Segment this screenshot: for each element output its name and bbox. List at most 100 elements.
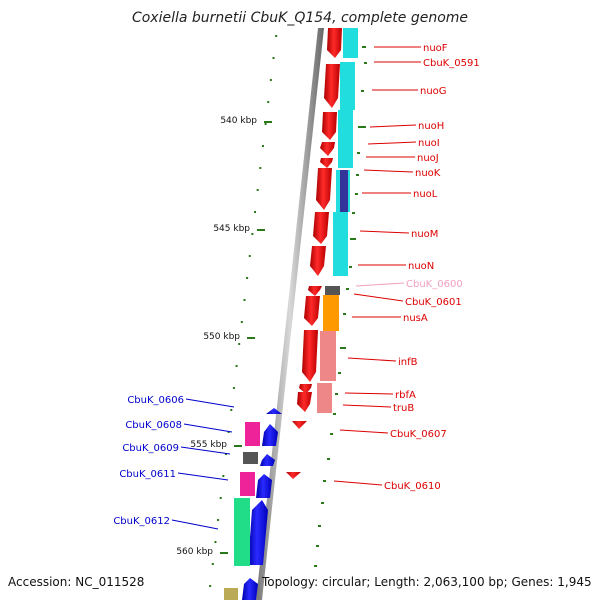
forward-gene-label[interactable]: nuoN [408, 261, 434, 272]
gc-tick [343, 313, 346, 315]
leader-line [344, 392, 394, 395]
ruler-minor-tick [240, 321, 243, 323]
ruler-minor-tick [261, 145, 264, 147]
ruler-minor-tick [209, 585, 212, 587]
ruler-minor-tick [230, 409, 233, 411]
forward-gene-label[interactable]: truB [393, 403, 414, 414]
forward-gene-labels: nuoF CbuK_0591 nuoG nuoH nuoI nuoJ nuoK nuoL nuo… [333, 43, 480, 492]
leader-line [353, 293, 404, 302]
gc-tick [364, 62, 367, 64]
ruler-minor-tick [214, 541, 217, 543]
ruler-minor-tick [232, 387, 235, 389]
forward-gene-label[interactable]: nusA [403, 313, 428, 324]
forward-gene-label[interactable]: CbuK_0591 [423, 58, 480, 69]
forward-gene-label[interactable]: nuoF [423, 43, 448, 54]
leader-line [180, 446, 231, 455]
ruler-minor-tick [243, 299, 246, 301]
gc-ticks [314, 46, 367, 567]
gc-tick [352, 212, 355, 214]
gc-tick [349, 266, 352, 268]
cog-track-forward [317, 28, 358, 413]
gc-tick [356, 174, 359, 176]
forward-gene-label[interactable]: CbuK_0600 [406, 279, 463, 290]
leader-line [177, 472, 229, 481]
leader-line [183, 423, 233, 433]
gc-tick [314, 565, 317, 567]
cog-track-reverse [224, 422, 260, 600]
ruler-minor-tick [248, 255, 251, 257]
genome-summary: Topology: circular; Length: 2,063,100 bp… [262, 575, 592, 589]
reverse-gene-label[interactable]: CbuK_0609 [122, 443, 179, 454]
forward-gene-label[interactable]: CbuK_0610 [384, 481, 441, 492]
forward-gene-label[interactable]: nuoM [411, 229, 438, 240]
forward-gene-label[interactable]: nuoI [418, 138, 440, 149]
gc-tick [333, 413, 336, 415]
forward-gene-arrows [286, 28, 342, 479]
reverse-gene-label[interactable]: CbuK_0611 [119, 469, 176, 480]
ruler-minor-tick [264, 123, 267, 125]
ruler-minor-tick [219, 497, 222, 499]
ruler-label: 540 kbp [220, 116, 257, 126]
gc-tick [335, 393, 338, 395]
ruler-minor-tick [211, 563, 214, 565]
forward-gene-label[interactable]: CbuK_0607 [390, 429, 447, 440]
forward-gene-label[interactable]: nuoJ [417, 153, 439, 164]
backbone-track [256, 28, 324, 600]
ruler-label: 560 kbp [176, 547, 213, 557]
ruler-minor-tick [269, 79, 272, 81]
reverse-gene-arrows [242, 408, 282, 600]
reverse-gene-label[interactable]: CbuK_0608 [125, 420, 182, 431]
ruler-minor-tick [256, 189, 259, 191]
gc-tick [340, 347, 346, 349]
gc-tick [361, 90, 364, 92]
ruler-minor-tick [238, 343, 241, 345]
forward-gene-label[interactable]: nuoG [420, 86, 447, 97]
ruler-minor-tick [272, 57, 275, 59]
gc-tick [330, 433, 333, 435]
ruler-minor-tick [225, 453, 227, 455]
ruler-minor-tick [235, 365, 238, 367]
accession: Accession: NC_011528 [8, 575, 145, 589]
leader-line [355, 282, 405, 287]
gc-tick [316, 545, 319, 547]
forward-gene-label[interactable]: nuoH [418, 121, 444, 132]
reverse-gene-label[interactable]: CbuK_0606 [127, 395, 184, 406]
reverse-gene-labels: CbuK_0606 CbuK_0608 CbuK_0609 CbuK_0611 CbuK… [113, 395, 235, 530]
leader-line [342, 404, 392, 408]
leader-line [359, 230, 410, 234]
ruler-minor-tick [259, 167, 262, 169]
gc-tick [355, 193, 358, 195]
ruler-label: 555 kbp [190, 440, 227, 450]
forward-gene-label[interactable]: nuoL [413, 189, 438, 200]
gc-tick [362, 46, 366, 48]
leader-line [363, 169, 414, 173]
ruler-minor-tick [222, 475, 225, 477]
ruler-minor-tick [227, 431, 230, 433]
forward-gene-label[interactable]: rbfA [395, 390, 416, 401]
forward-gene-label[interactable]: CbuK_0601 [405, 297, 462, 308]
leader-line [339, 429, 389, 434]
ruler-minor-tick [217, 519, 220, 521]
ruler-label: 550 kbp [203, 332, 240, 342]
gc-tick [321, 502, 324, 504]
reverse-gene-label[interactable]: CbuK_0612 [113, 516, 170, 527]
gc-tick [357, 152, 360, 154]
ruler-minor-tick [267, 101, 270, 103]
map-title: Coxiella burnetii CbuK_Q154, complete ge… [131, 10, 469, 26]
gc-tick [327, 458, 330, 460]
gc-tick [338, 372, 341, 374]
ruler-minor-tick [246, 277, 249, 279]
leader-line [369, 124, 417, 128]
ruler-label: 545 kbp [213, 224, 250, 234]
gc-tick [318, 525, 321, 527]
gc-tick [350, 238, 356, 240]
leader-line [367, 141, 417, 145]
leader-line [171, 519, 219, 530]
forward-gene-label[interactable]: infB [398, 357, 418, 368]
ruler-minor-tick [251, 233, 254, 235]
gc-tick [358, 126, 366, 128]
leader-line [185, 398, 235, 408]
forward-gene-label[interactable]: nuoK [415, 168, 441, 179]
ruler-minor-tick [275, 35, 278, 37]
